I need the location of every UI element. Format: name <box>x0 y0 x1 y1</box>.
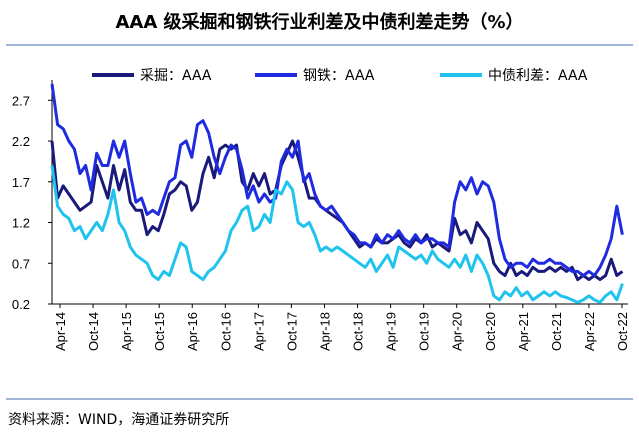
x-tick-label: Apr-15 <box>119 312 134 351</box>
x-tick-label: Apr-21 <box>516 312 531 351</box>
chart-axes: 2.7 2.2 1.7 1.2 0.7 0.2 Apr-14 Oct-14 Apr-15 Oct-… <box>12 80 630 351</box>
x-tick-label: Oct-18 <box>351 312 366 351</box>
series-line-2 <box>50 83 624 277</box>
y-tick-label: 0.7 <box>12 256 30 271</box>
x-tick-label: Oct-22 <box>615 312 630 351</box>
legend-label-2: 钢铁：AAA <box>303 68 375 84</box>
y-tick-label: 1.7 <box>12 175 30 190</box>
x-tick-label: Oct-20 <box>483 312 498 351</box>
x-tick-label: Oct-15 <box>152 312 167 351</box>
series-line-3 <box>50 165 624 304</box>
x-tick-label: Apr-17 <box>251 312 266 351</box>
y-tick-label: 2.2 <box>12 134 30 149</box>
x-tick-label: Oct-16 <box>218 312 233 351</box>
x-tick-label: Apr-14 <box>53 312 68 351</box>
chart-title: AAA 级采掘和钢铁行业利差及中债利差走势（%） <box>115 12 524 33</box>
y-tick-label: 0.2 <box>12 297 30 312</box>
y-tick-label: 2.7 <box>12 93 30 108</box>
title-divider <box>6 44 633 46</box>
x-tick-label: Apr-19 <box>384 312 399 351</box>
x-tick-label: Apr-16 <box>185 312 200 351</box>
x-tick-label: Oct-21 <box>549 312 564 351</box>
source-divider <box>6 398 633 400</box>
y-tick-label: 1.2 <box>12 216 30 231</box>
x-tick-label: Oct-17 <box>284 312 299 351</box>
legend-label-3: 中债利差：AAA <box>488 68 588 84</box>
x-tick-label: Apr-22 <box>582 312 597 351</box>
x-tick-label: Oct-14 <box>86 312 101 351</box>
legend-label-1: 采掘：AAA <box>140 68 212 84</box>
x-tick-label: Oct-19 <box>417 312 432 351</box>
series-line-1 <box>50 139 624 282</box>
source-note: 资料来源：WIND，海通证券研究所 <box>8 412 230 428</box>
x-tick-label: Apr-20 <box>450 312 465 351</box>
chart-lines <box>50 83 624 304</box>
chart-legend: 采掘：AAA 钢铁：AAA 中债利差：AAA <box>92 68 588 84</box>
x-tick-label: Apr-18 <box>317 312 332 351</box>
